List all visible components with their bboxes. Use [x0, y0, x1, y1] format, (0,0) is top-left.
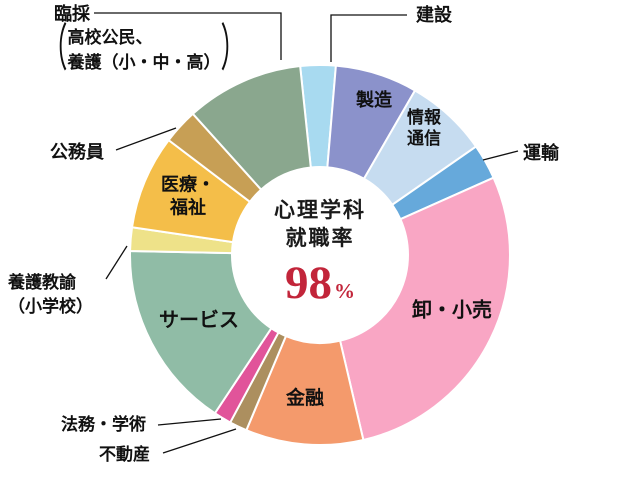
slice-label-12: 臨採	[54, 4, 90, 24]
pie-slice-4	[338, 176, 511, 442]
donut-center-label: 心理学科 就職率 98 %	[235, 197, 405, 307]
leader-line-9	[105, 245, 128, 280]
slice-label-8: サービス	[159, 309, 239, 332]
center-metric-text: 就職率	[285, 227, 355, 251]
leader-line-6	[162, 428, 237, 454]
slice-label-1: 製造	[356, 89, 392, 110]
close-paren: ）	[220, 21, 247, 78]
leader-line-7	[157, 418, 222, 426]
center-department-text: 心理学科	[274, 199, 366, 223]
slice-label-5: 金融	[285, 388, 325, 410]
employment-rate: 98 %	[235, 256, 405, 309]
slice-label-0: 建設	[416, 5, 452, 25]
pie-slice-12	[191, 64, 312, 192]
slice-label-3: 運輸	[523, 143, 559, 163]
leader-line-11	[115, 127, 177, 151]
slice-label-7: 法務・学術	[61, 415, 146, 434]
slice-label-11: 公務員	[50, 142, 104, 162]
leader-line-12	[94, 12, 282, 60]
slice-label-10: 医療・ 福祉	[161, 174, 215, 218]
employment-rate-value: 98	[285, 256, 332, 309]
employment-rate-unit: %	[334, 278, 355, 303]
leader-line-3	[482, 150, 519, 161]
slice-label-12-detail-lines: 高校公民、 養護（小・中・高）	[67, 28, 221, 72]
slice-label-4: 卸・小売	[412, 299, 492, 322]
leader-line-0	[330, 14, 407, 62]
slice-label-12-detail: （高校公民、 養護（小・中・高））	[42, 21, 247, 78]
slice-label-2: 情報 通信	[407, 107, 441, 148]
open-paren: （	[42, 21, 68, 78]
slice-label-9: 養護教諭 （小学校）	[8, 273, 93, 316]
slice-label-6: 不動産	[99, 445, 150, 464]
pie-slice-8	[129, 249, 273, 415]
